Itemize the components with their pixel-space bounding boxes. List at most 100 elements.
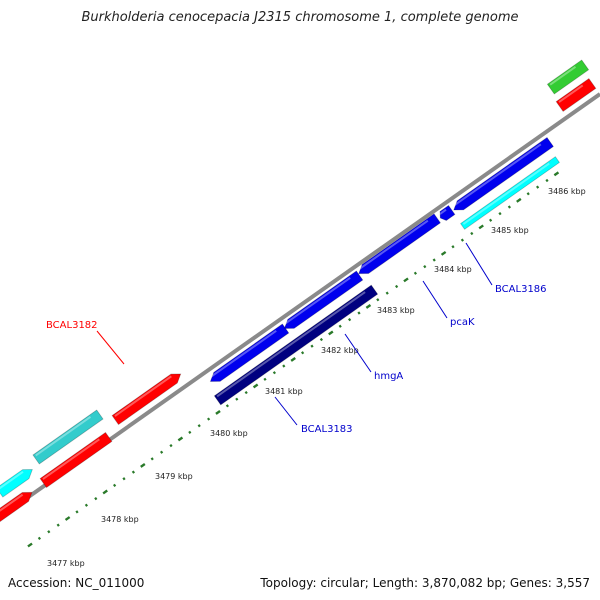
gene-red-mid-left-highlight — [42, 438, 100, 480]
gene-blue-hmga — [209, 323, 290, 382]
inner-tick — [498, 211, 502, 216]
inner-tick — [235, 397, 239, 401]
inner-tick — [357, 311, 361, 315]
inner-tick — [413, 271, 417, 275]
inner-tick — [451, 245, 455, 249]
gene-red-left-shape — [0, 491, 33, 523]
gene-green-top-shape — [546, 59, 590, 95]
gene-navy-bcal3183-shape — [213, 284, 379, 406]
leader-line-hmga — [344, 333, 372, 373]
inner-tick — [440, 250, 447, 256]
scale-label: 3478 kbp — [101, 515, 139, 524]
inner-tick — [376, 298, 380, 302]
map-title: Burkholderia cenocepacia J2315 chromosom… — [81, 10, 519, 25]
accession-text: Accession: NC_011000 — [8, 576, 145, 590]
gene-label-bcal3183: BCAL3183 — [301, 424, 353, 435]
gene-red-left — [0, 491, 33, 523]
gene-red-mid-left-shape — [39, 431, 113, 489]
gene-blue-pcak — [357, 213, 441, 275]
inner-tick — [197, 424, 201, 428]
gene-blue-2-highlight — [283, 277, 351, 326]
gene-cyan-left — [0, 469, 33, 498]
gene-teal-left-highlight — [35, 416, 92, 457]
gene-tracks — [0, 59, 600, 523]
inner-tick — [37, 536, 41, 540]
gene-teal-left-shape — [32, 409, 104, 465]
inner-tick — [188, 430, 192, 434]
inner-tick — [131, 470, 135, 474]
inner-tick — [545, 178, 549, 183]
inner-tick — [553, 171, 560, 177]
scale-label: 3480 kbp — [210, 429, 248, 438]
gene-red-left-highlight — [0, 493, 24, 515]
gene-label-bcal3182: BCAL3182 — [46, 320, 98, 331]
inner-tick — [47, 530, 51, 534]
gene-blue-bcal3186 — [452, 136, 554, 211]
scale-label: 3486 kbp — [548, 187, 586, 196]
scale-label: 3483 kbp — [377, 306, 415, 315]
inner-tick — [478, 224, 484, 230]
scale-label: 3479 kbp — [155, 472, 193, 481]
inner-tick — [122, 477, 126, 481]
leader-line-bcal3182 — [96, 330, 125, 365]
inner-tick — [460, 238, 464, 242]
inner-tick — [290, 357, 296, 362]
inner-tick — [160, 450, 164, 454]
inner-tick — [64, 516, 71, 521]
gene-blue-small-shape — [439, 204, 456, 221]
gene-cyan-bcal3186 — [460, 156, 560, 230]
inner-tick — [526, 192, 530, 196]
inner-tick — [27, 542, 33, 548]
inner-tick — [225, 404, 229, 408]
gene-red-top-shape — [555, 78, 597, 112]
gene-navy-bcal3183-highlight — [216, 291, 366, 398]
leader-line-bcal3183 — [274, 396, 298, 426]
gene-blue-hmga-highlight — [209, 330, 277, 379]
gene-label-hmga: hmgA — [374, 371, 403, 382]
gene-teal-left — [32, 409, 104, 465]
gene-red-bcal3182-highlight — [114, 375, 172, 417]
gene-blue-2 — [283, 270, 364, 329]
inner-tick — [489, 218, 493, 222]
inner-tick — [102, 489, 108, 495]
inner-tick — [113, 483, 117, 487]
inner-tick — [244, 390, 248, 395]
gene-red-bcal3182 — [111, 373, 182, 426]
gene-blue-bcal3186-shape — [453, 136, 554, 211]
scale-label: 3484 kbp — [434, 265, 472, 274]
inner-tick — [282, 364, 286, 368]
gene-cyan-left-highlight — [0, 470, 24, 490]
inner-tick — [75, 510, 79, 514]
inner-tick — [177, 436, 184, 442]
inner-tick — [301, 351, 305, 355]
inner-tick — [432, 258, 436, 262]
inner-tick — [169, 443, 173, 448]
inner-tick — [395, 284, 399, 289]
gene-blue-hmga-shape — [209, 323, 290, 382]
inner-tick — [140, 463, 146, 468]
topology-stats: Topology: circular; Length: 3,870,082 bp… — [260, 576, 590, 590]
gene-blue-small-highlight — [439, 208, 447, 215]
gene-blue-pcak-shape — [358, 213, 441, 275]
inner-tick — [338, 324, 342, 328]
inner-tick — [150, 457, 154, 461]
inner-tick — [536, 185, 540, 189]
inner-tick — [319, 337, 323, 342]
gene-cyan-left-shape — [0, 469, 33, 498]
gene-green-top — [546, 59, 590, 95]
gene-red-mid-left — [39, 431, 113, 489]
gene-blue-small — [439, 204, 456, 221]
gene-cyan-bcal3186-shape — [460, 156, 560, 230]
inner-tick — [56, 523, 60, 527]
scale-label: 3482 kbp — [321, 346, 359, 355]
inner-tick — [207, 417, 211, 421]
inner-tick — [328, 330, 334, 336]
inner-tick — [470, 231, 474, 236]
gene-blue-2-shape — [283, 270, 364, 329]
inner-tick — [365, 303, 372, 309]
gene-red-bcal3182-shape — [111, 373, 182, 426]
inner-tick — [403, 277, 409, 283]
scale-label: 3485 kbp — [491, 226, 529, 235]
gene-red-top-highlight — [558, 84, 584, 103]
